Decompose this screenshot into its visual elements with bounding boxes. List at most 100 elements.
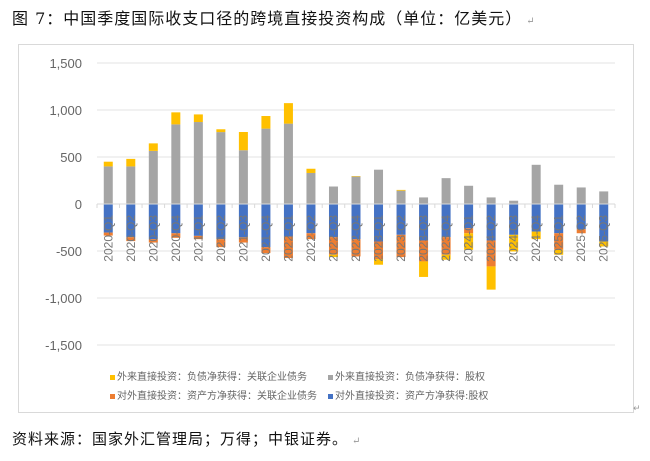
bar-segment-outflow-equity <box>238 204 248 238</box>
bar-segment-outflow-debt <box>419 240 429 262</box>
bar-segment-outflow-debt <box>306 233 316 240</box>
bar-segment-inflow-debt <box>554 249 564 255</box>
source-text: 资料来源：国家外汇管理局；万得；中银证券。 <box>12 430 349 448</box>
legend-swatch-blue <box>328 394 333 399</box>
paragraph-mark-icon: ↵ <box>352 436 362 447</box>
x-tick-label: 2023-Q2 <box>394 215 408 262</box>
bar-segment-outflow-debt <box>328 237 338 255</box>
bar-segment-inflow-equity <box>148 150 158 204</box>
bar-segment-outflow-equity <box>509 204 519 235</box>
bar-segment-outflow-equity <box>283 204 293 237</box>
legend-item-outflow-equity[interactable]: 对外直接投资：资产方净获得:股权 <box>328 387 488 406</box>
bar-segment-inflow-equity <box>531 164 541 204</box>
x-tick-label: 2022-Q2 <box>304 215 318 262</box>
bar-segment-inflow-debt <box>283 103 293 124</box>
x-tick-label: 2024-Q1 <box>462 215 476 262</box>
bar-segment-outflow-debt <box>486 240 496 267</box>
legend-label: 外来直接投资：负债净获得：股权 <box>335 372 485 383</box>
bar-segment-outflow-debt <box>283 236 293 259</box>
bar-segment-outflow-equity <box>306 204 316 234</box>
bar-segment-outflow-debt <box>374 241 384 260</box>
bar-segment-inflow-debt <box>171 112 181 125</box>
y-tick-label: -500 <box>56 244 82 259</box>
x-tick-label: 2022-Q4 <box>349 215 363 262</box>
bar-segment-inflow-equity <box>374 169 384 204</box>
paragraph-mark-icon: ↵ <box>526 16 536 27</box>
legend-swatch-orange <box>110 394 115 399</box>
y-tick-label: 1,500 <box>49 56 82 71</box>
x-tick-label: 2021-Q1 <box>191 215 205 262</box>
y-tick-label: -1,500 <box>45 338 82 353</box>
bar-segment-inflow-equity <box>216 132 226 204</box>
source-note: 资料来源：国家外汇管理局；万得；中银证券。 ↵ <box>12 428 361 449</box>
legend-label: 外来直接投资：负债净获得：关联企业债务 <box>117 372 307 383</box>
bar-segment-outflow-equity <box>419 204 429 241</box>
bar-segment-inflow-debt <box>238 131 248 151</box>
bar-segment-outflow-equity <box>216 204 226 240</box>
x-tick-label: 2023-Q4 <box>439 215 453 262</box>
bar-segment-outflow-equity <box>531 204 541 232</box>
bar-segment-outflow-debt <box>554 233 564 250</box>
x-tick-label: 2021-Q3 <box>236 215 250 262</box>
bar-segment-inflow-debt <box>126 158 136 167</box>
x-tick-label: 2020-Q2 <box>124 215 138 262</box>
legend-swatch-grey <box>328 375 333 380</box>
bar-segment-outflow-debt <box>216 239 226 248</box>
legend-row-1: 外来直接投资：负债净获得：关联企业债务 外来直接投资：负债净获得：股权 <box>110 368 530 387</box>
legend-item-outflow-debt[interactable]: 对外直接投资：资产方净获得：关联企业债务 <box>110 387 328 406</box>
bar-segment-inflow-equity <box>328 186 338 204</box>
bar-segment-outflow-equity <box>328 204 338 238</box>
bar-segment-inflow-debt <box>599 241 609 247</box>
bar-segment-inflow-debt <box>509 234 519 252</box>
bar-segment-inflow-equity <box>599 191 609 204</box>
bar-segment-outflow-equity <box>261 204 271 248</box>
bar-segment-inflow-equity <box>171 124 181 204</box>
legend-row-2: 对外直接投资：资产方净获得：关联企业债务 对外直接投资：资产方净获得:股权 <box>110 387 530 406</box>
bar-segment-inflow-debt <box>441 254 451 260</box>
x-tick-label: 2025-Q2 <box>574 215 588 262</box>
bar-segment-inflow-debt <box>464 233 474 250</box>
bar-segment-inflow-debt <box>193 114 203 123</box>
bar-segment-inflow-equity <box>509 200 519 204</box>
bar-series <box>103 103 609 290</box>
chart-frame <box>18 44 634 413</box>
bar-segment-inflow-equity <box>351 176 361 204</box>
bar-segment-inflow-debt <box>306 168 316 173</box>
x-tick-label: 2023-Q1 <box>372 215 386 262</box>
bar-segment-outflow-debt <box>261 247 271 254</box>
bar-segment-inflow-equity <box>261 128 271 204</box>
y-tick-label: 1,000 <box>49 103 82 118</box>
bar-segment-inflow-equity <box>486 197 496 204</box>
bar-segment-outflow-equity <box>193 204 203 236</box>
x-tick-label: 2025-Q3 <box>597 215 611 262</box>
bar-segment-inflow-equity <box>576 187 586 204</box>
x-tick-label: 2024-Q2 <box>484 215 498 262</box>
bar-segment-outflow-equity <box>486 204 496 241</box>
y-tick-label: 0 <box>75 197 82 212</box>
bar-segment-inflow-equity <box>441 178 451 204</box>
legend-label: 对外直接投资：资产方净获得:股权 <box>335 391 489 402</box>
bar-segment-outflow-equity <box>351 204 361 240</box>
bar-segment-inflow-debt <box>148 143 158 151</box>
figure-title: 图 7：中国季度国际收支口径的跨境直接投资构成（单位：亿美元） ↵ <box>12 5 536 29</box>
y-tick-label: 500 <box>60 150 82 165</box>
bar-segment-outflow-debt <box>171 233 181 238</box>
bar-segment-outflow-equity <box>374 204 384 242</box>
legend-item-inflow-debt[interactable]: 外来直接投资：负债净获得：关联企业债务 <box>110 368 328 387</box>
bar-segment-inflow-debt <box>396 189 406 191</box>
x-tick-label: 2022-Q1 <box>281 215 295 262</box>
bar-segment-outflow-debt <box>238 237 248 243</box>
bar-segment-inflow-debt <box>103 161 113 167</box>
y-tick-label: -1,000 <box>45 291 82 306</box>
bar-segment-outflow-debt <box>396 234 406 258</box>
bar-segment-outflow-debt <box>103 232 113 236</box>
legend-item-inflow-equity[interactable]: 外来直接投资：负债净获得：股权 <box>328 368 485 387</box>
bar-segment-outflow-debt <box>464 228 474 234</box>
bar-segment-inflow-debt <box>261 116 271 129</box>
x-tick-label: 2020-Q3 <box>146 215 160 262</box>
x-tick-label: 2020-Q4 <box>169 215 183 262</box>
bar-segment-inflow-equity <box>419 197 429 204</box>
gridlines <box>97 62 615 346</box>
bar-segment-outflow-equity <box>126 204 136 238</box>
